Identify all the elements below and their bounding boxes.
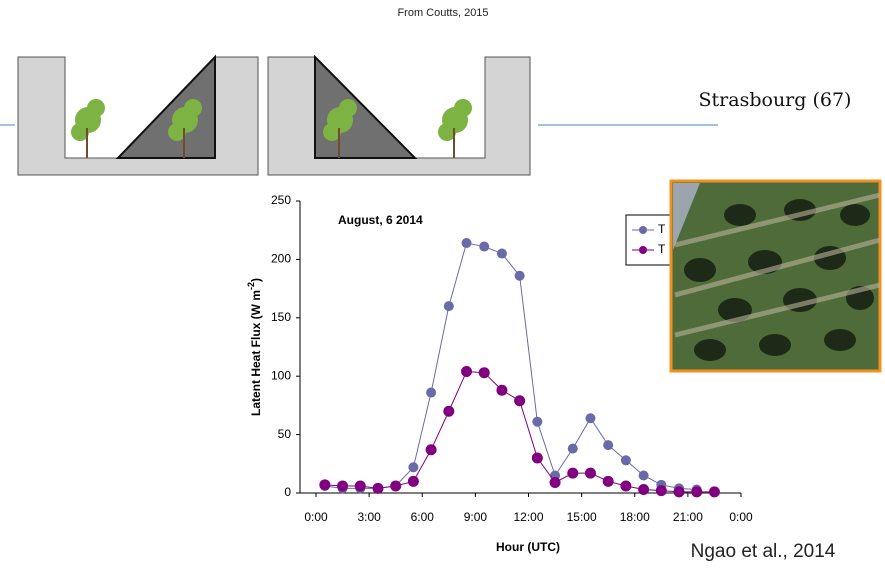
x-tick-label: 0:00 <box>729 510 753 524</box>
x-tick-label: 12:00 <box>513 510 543 524</box>
source-note: From Coutts, 2015 <box>397 7 488 19</box>
series-line <box>324 242 697 490</box>
data-point <box>443 405 455 417</box>
data-point <box>620 480 632 492</box>
canyon-illustration <box>267 50 531 176</box>
aerial-photo <box>669 179 882 373</box>
data-point <box>638 470 649 481</box>
data-point <box>461 366 473 378</box>
data-point <box>496 384 508 396</box>
y-tick-label: 150 <box>271 310 291 324</box>
legend-marker <box>639 246 647 254</box>
x-tick-label: 9:00 <box>464 510 488 524</box>
x-tick-label: 3:00 <box>357 510 381 524</box>
data-point <box>426 387 437 398</box>
x-tick-label: 0:00 <box>304 510 328 524</box>
y-tick-label: 250 <box>271 193 291 207</box>
data-point <box>584 467 596 479</box>
data-point <box>408 462 419 473</box>
x-tick-label: 21:00 <box>673 510 703 524</box>
x-tick-label: 15:00 <box>567 510 597 524</box>
data-point <box>496 248 507 259</box>
legend-marker <box>639 226 647 234</box>
legend-label: T <box>658 242 666 256</box>
legend-label: T <box>658 222 666 236</box>
data-point <box>372 482 384 494</box>
data-point <box>319 479 331 491</box>
x-tick-label: 18:00 <box>620 510 650 524</box>
citation: Ngao et al., 2014 <box>691 541 836 562</box>
data-point <box>567 467 579 479</box>
y-label-end: ) <box>249 278 263 282</box>
data-point <box>638 483 650 495</box>
data-point <box>531 452 543 464</box>
data-point <box>549 476 561 488</box>
y-tick-label: 100 <box>271 368 291 382</box>
data-point <box>620 455 631 466</box>
x-axis-label: Hour (UTC) <box>496 540 560 554</box>
data-point <box>708 486 720 498</box>
y-axis-label: Latent Heat Flux (W m-2) <box>246 278 263 416</box>
data-point <box>673 486 685 498</box>
x-tick-label: 6:00 <box>411 510 435 524</box>
data-point <box>390 480 402 492</box>
data-point <box>602 475 614 487</box>
data-point <box>479 241 490 252</box>
data-point <box>425 444 437 456</box>
data-point <box>337 480 349 492</box>
y-tick-label: 50 <box>278 427 292 441</box>
data-point <box>532 416 543 427</box>
photo-caption: Strasbourg (67) <box>699 89 852 111</box>
y-tick-label: 200 <box>271 252 291 266</box>
data-point <box>567 443 578 454</box>
y-tick-label: 0 <box>284 485 291 499</box>
y-label-text: Latent Heat Flux (W m <box>249 290 263 416</box>
data-point <box>514 270 525 281</box>
canyon-illustration <box>17 50 259 176</box>
data-point <box>478 367 490 379</box>
data-point <box>407 475 419 487</box>
data-point <box>655 485 667 497</box>
data-point <box>461 238 472 249</box>
annotation: August, 6 2014 <box>338 213 423 227</box>
data-point <box>354 480 366 492</box>
data-point <box>691 486 703 498</box>
chart: August, 6 2014 Hour (UTC) Latent Heat Fl… <box>246 193 753 554</box>
data-point <box>603 440 614 451</box>
y-label-sup: -2 <box>246 282 256 290</box>
series-line <box>324 371 715 493</box>
data-point <box>585 413 596 424</box>
data-point <box>514 395 526 407</box>
data-point <box>443 301 454 312</box>
